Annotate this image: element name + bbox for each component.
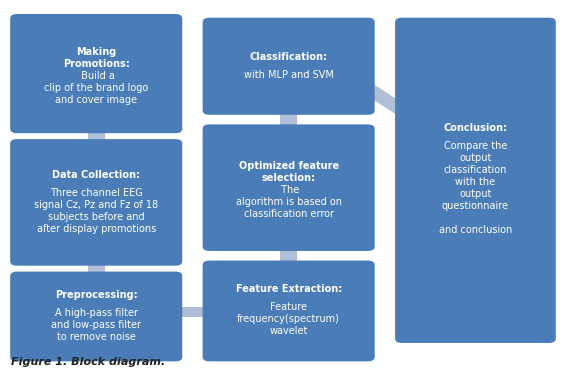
Text: Classification:: Classification:	[250, 52, 328, 62]
FancyBboxPatch shape	[203, 18, 375, 115]
FancyBboxPatch shape	[203, 261, 375, 361]
Text: Three channel EEG
signal Cz, Pz and Fz of 18
subjects before and
after display p: Three channel EEG signal Cz, Pz and Fz o…	[34, 188, 158, 234]
Polygon shape	[280, 110, 297, 129]
FancyBboxPatch shape	[203, 124, 375, 251]
Polygon shape	[88, 261, 105, 276]
Text: Making
Promotions:: Making Promotions:	[63, 47, 130, 69]
Text: Feature
frequency(spectrum)
wavelet: Feature frequency(spectrum) wavelet	[237, 302, 340, 336]
Polygon shape	[362, 84, 408, 114]
Polygon shape	[175, 307, 209, 317]
Text: Optimized feature
selection:: Optimized feature selection:	[239, 161, 338, 183]
Text: Preprocessing:: Preprocessing:	[55, 290, 138, 300]
FancyBboxPatch shape	[10, 272, 182, 361]
Text: Build a
clip of the brand logo
and cover image: Build a clip of the brand logo and cover…	[44, 71, 148, 105]
FancyBboxPatch shape	[395, 18, 556, 343]
FancyBboxPatch shape	[10, 14, 182, 133]
Polygon shape	[88, 129, 105, 144]
Polygon shape	[280, 247, 297, 265]
Text: Conclusion:: Conclusion:	[443, 123, 508, 133]
FancyBboxPatch shape	[10, 139, 182, 266]
Text: The
algorithm is based on
classification error: The algorithm is based on classification…	[235, 185, 342, 219]
Text: A high-pass filter
and low-pass filter
to remove noise: A high-pass filter and low-pass filter t…	[51, 308, 142, 342]
Text: Feature Extraction:: Feature Extraction:	[235, 284, 342, 294]
Text: with MLP and SVM: with MLP and SVM	[244, 70, 333, 80]
Text: Figure 1. Block diagram.: Figure 1. Block diagram.	[11, 357, 166, 367]
Text: Data Collection:: Data Collection:	[52, 170, 140, 180]
Text: Compare the
output
classification
with the
output
questionnaire

and conclusion: Compare the output classification with t…	[439, 141, 512, 236]
